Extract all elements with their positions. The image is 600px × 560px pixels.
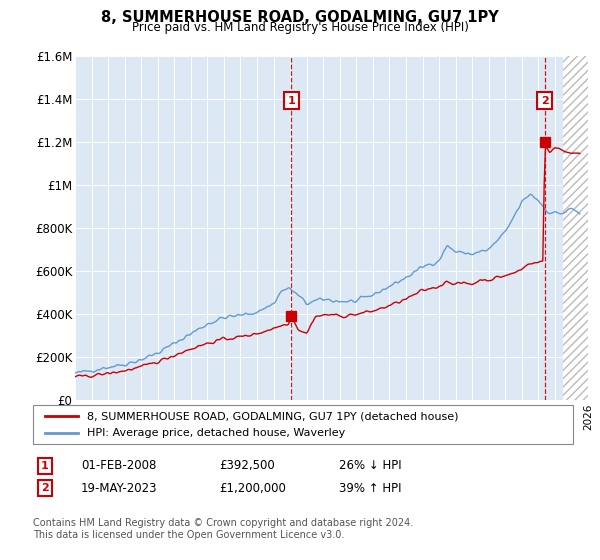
Text: 1: 1 [287,96,295,106]
Text: 8, SUMMERHOUSE ROAD, GODALMING, GU7 1PY (detached house): 8, SUMMERHOUSE ROAD, GODALMING, GU7 1PY … [87,411,458,421]
Text: 19-MAY-2023: 19-MAY-2023 [81,482,157,495]
Text: 39% ↑ HPI: 39% ↑ HPI [339,482,401,495]
Text: HPI: Average price, detached house, Waverley: HPI: Average price, detached house, Wave… [87,428,345,438]
Text: 2: 2 [41,483,49,493]
Text: £392,500: £392,500 [219,459,275,473]
Text: 2: 2 [541,96,548,106]
Text: 8, SUMMERHOUSE ROAD, GODALMING, GU7 1PY: 8, SUMMERHOUSE ROAD, GODALMING, GU7 1PY [101,10,499,25]
Text: Price paid vs. HM Land Registry's House Price Index (HPI): Price paid vs. HM Land Registry's House … [131,21,469,34]
Text: 1: 1 [41,461,49,471]
Text: £1,200,000: £1,200,000 [219,482,286,495]
Text: 26% ↓ HPI: 26% ↓ HPI [339,459,401,473]
Text: 01-FEB-2008: 01-FEB-2008 [81,459,157,473]
Bar [563,39,588,400]
Text: Contains HM Land Registry data © Crown copyright and database right 2024.
This d: Contains HM Land Registry data © Crown c… [33,518,413,540]
